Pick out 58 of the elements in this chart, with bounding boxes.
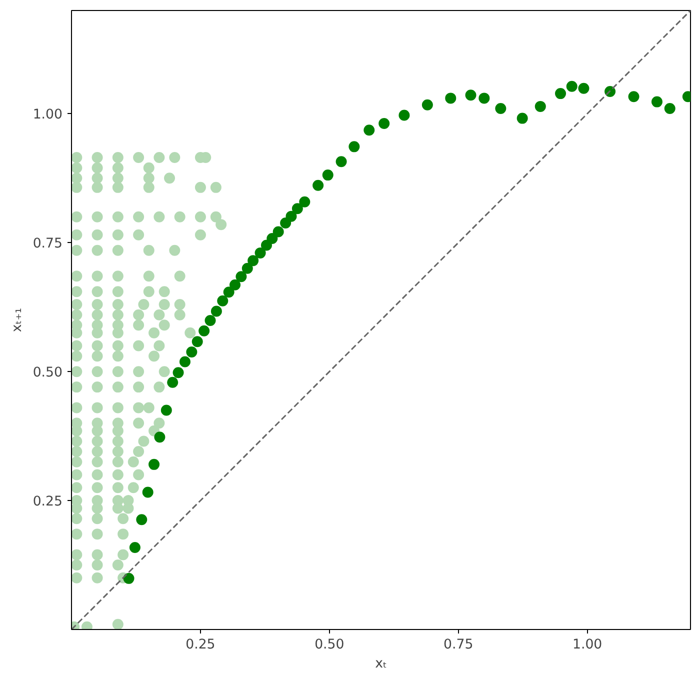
point: [129, 542, 140, 553]
point: [422, 99, 433, 110]
point: [312, 180, 324, 191]
point: [299, 196, 310, 208]
point: [204, 315, 216, 326]
x-tick-label: 0.75: [444, 638, 474, 652]
point: [516, 112, 528, 124]
point: [148, 458, 160, 470]
point: [628, 91, 640, 102]
point: [578, 82, 590, 94]
point: [167, 376, 178, 388]
point: [172, 367, 184, 378]
point: [242, 262, 253, 274]
x-tick-label: 1.00: [572, 638, 602, 652]
point: [192, 336, 203, 348]
point: [230, 279, 241, 290]
point: [217, 295, 228, 306]
point: [364, 124, 375, 136]
point: [348, 141, 360, 152]
point: [534, 100, 546, 112]
point: [465, 90, 476, 101]
point: [398, 110, 410, 121]
y-tick-label: 0.75: [32, 236, 63, 252]
point: [154, 432, 166, 443]
point: [198, 325, 210, 336]
point: [292, 203, 303, 214]
point: [378, 118, 390, 129]
point: [445, 92, 456, 104]
y-tick-label: 1.00: [32, 108, 63, 123]
point: [664, 103, 676, 114]
point: [254, 247, 266, 258]
point: [566, 80, 578, 92]
y-tick-label: 0.25: [32, 494, 63, 510]
point: [555, 88, 566, 100]
point: [179, 356, 190, 368]
point: [322, 170, 334, 181]
point: [136, 514, 148, 526]
point: [186, 346, 198, 358]
point: [160, 404, 172, 416]
point: [266, 233, 278, 244]
point: [272, 226, 284, 238]
point: [336, 156, 347, 168]
point: [495, 103, 506, 114]
point: [142, 486, 154, 498]
point: [123, 572, 134, 584]
point: [286, 210, 297, 222]
point: [223, 286, 234, 298]
point: [478, 92, 490, 104]
y-tick-label: 0.50: [32, 366, 63, 381]
point: [236, 271, 247, 282]
y-axis-title: xₜ₊₁: [10, 308, 25, 332]
point: [248, 255, 259, 266]
x-tick-label: 0.25: [186, 638, 216, 652]
point: [651, 96, 662, 108]
x-tick-label: 0.50: [314, 638, 344, 652]
point: [280, 218, 292, 229]
point: [210, 306, 222, 317]
x-axis-title: xₜ: [375, 656, 387, 672]
